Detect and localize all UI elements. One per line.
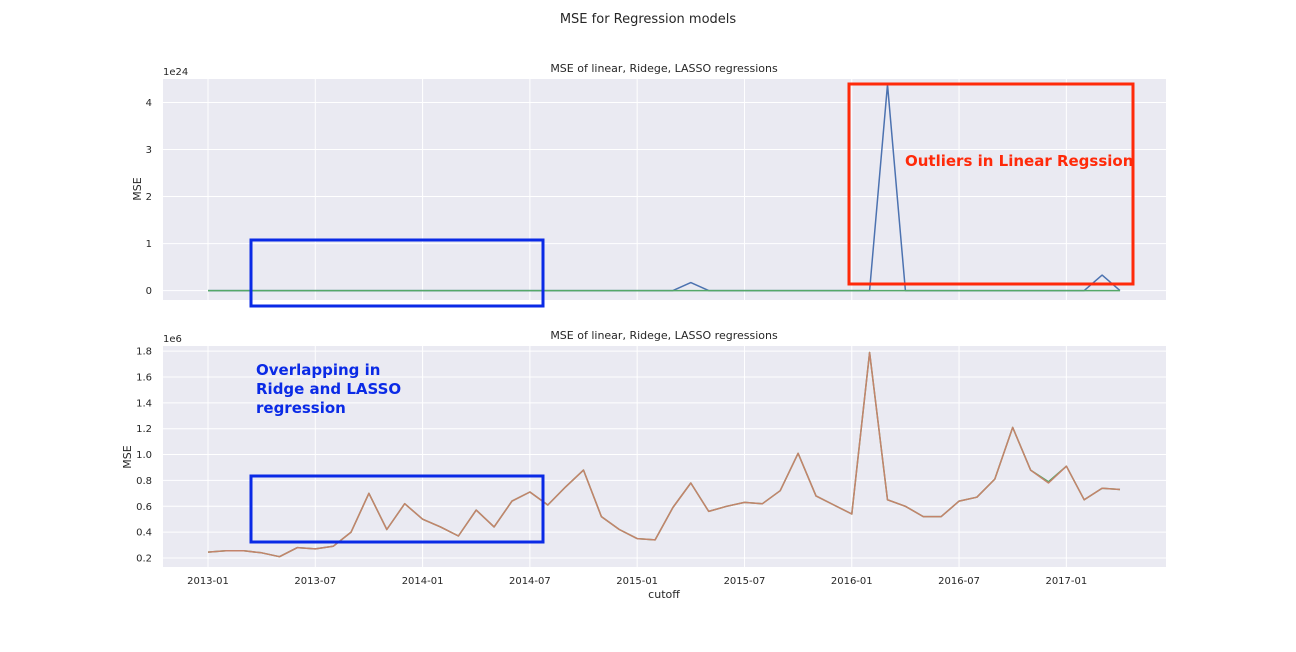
x-tick-label: 2013-07	[294, 576, 336, 587]
y-tick-label: 1.2	[136, 424, 152, 435]
bottom-series	[207, 351, 1121, 558]
top-grid	[163, 79, 1166, 300]
y-tick-label: 1	[146, 239, 152, 250]
x-tick-label: 2015-07	[724, 576, 766, 587]
bottom-y-tick-labels: 0.2 0.4 0.6 0.8 1.0 1.2 1.4 1.6 1.8	[136, 347, 152, 565]
outlier-annotation: Outliers in Linear Regssion	[905, 152, 1133, 170]
x-tick-label: 2013-01	[187, 576, 229, 587]
bottom-x-axis-label: cutoff	[648, 588, 680, 601]
x-tick-label: 2014-07	[509, 576, 551, 587]
bottom-panel: 0.20.40.60.81.01.21.41.61.8 2013-01 2013-…	[121, 329, 1166, 601]
y-tick-label: 0	[146, 286, 152, 297]
overlap-annotation-line-1: Overlapping in	[256, 361, 380, 379]
figure-title: MSE for Regression models	[560, 12, 737, 27]
y-tick-label: 0.2	[136, 553, 152, 564]
y-tick-label: 4	[146, 98, 152, 109]
bottom-overlap-highlight-box	[249, 474, 545, 544]
y-tick-label: 1.8	[136, 347, 152, 358]
x-tick-label: 2016-01	[831, 576, 873, 587]
series-line-lasso	[207, 351, 1121, 558]
y-tick-label: 1.6	[136, 373, 152, 384]
bottom-plot-area	[163, 346, 1166, 567]
top-panel-title: MSE of linear, Ridege, LASSO regressions	[550, 62, 778, 75]
y-tick-label: 1.4	[136, 398, 152, 409]
top-y-axis-label: MSE	[131, 177, 144, 200]
y-tick-label: 0.6	[136, 502, 152, 513]
bottom-panel-title: MSE of linear, Ridege, LASSO regressions	[550, 329, 778, 342]
y-tick-label: 0.8	[136, 476, 152, 487]
top-series	[208, 83, 1121, 292]
bottom-offset-text: 1e6	[163, 334, 182, 345]
overlap-annotation-line-3: regression	[256, 399, 346, 417]
y-tick-label: 1.0	[136, 450, 152, 461]
x-tick-label: 2016-07	[938, 576, 980, 587]
y-tick-label: 2	[146, 192, 152, 203]
top-plot-area	[163, 79, 1166, 300]
y-tick-label: 0.4	[136, 528, 152, 539]
x-tick-label: 2014-01	[402, 576, 444, 587]
y-tick-label: 3	[146, 145, 152, 156]
x-tick-label: 2015-01	[616, 576, 658, 587]
overlap-annotation-line-2: Ridge and LASSO	[256, 380, 401, 398]
bottom-x-tick-labels: 2013-01 2013-07 2014-01 2014-07 2015-01 2015-…	[187, 576, 1087, 587]
top-y-tick-labels: 0 1 2 3 4	[146, 98, 152, 297]
bottom-y-axis-label: MSE	[121, 445, 134, 468]
top-offset-text: 1e24	[163, 67, 188, 78]
top-panel: 0 1 2 3 4 MSE of linear, Ridege, LASSO regre…	[131, 62, 1166, 308]
x-tick-label: 2017-01	[1045, 576, 1087, 587]
bottom-grid	[163, 346, 1166, 567]
outlier-highlight-box	[847, 82, 1135, 286]
top-overlap-highlight-box	[249, 238, 545, 308]
